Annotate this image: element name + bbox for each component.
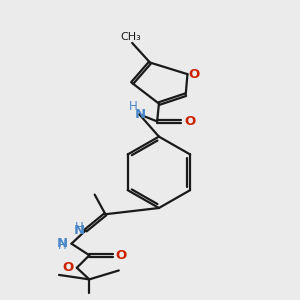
Text: H: H xyxy=(58,238,67,251)
Text: O: O xyxy=(184,115,196,128)
Text: O: O xyxy=(116,249,127,262)
Text: N: N xyxy=(57,237,68,250)
Text: O: O xyxy=(62,261,74,274)
Text: H: H xyxy=(128,100,137,113)
Text: N: N xyxy=(134,108,146,121)
Text: O: O xyxy=(189,68,200,81)
Text: H: H xyxy=(75,220,83,234)
Text: CH₃: CH₃ xyxy=(120,32,141,42)
Text: N: N xyxy=(73,224,84,237)
